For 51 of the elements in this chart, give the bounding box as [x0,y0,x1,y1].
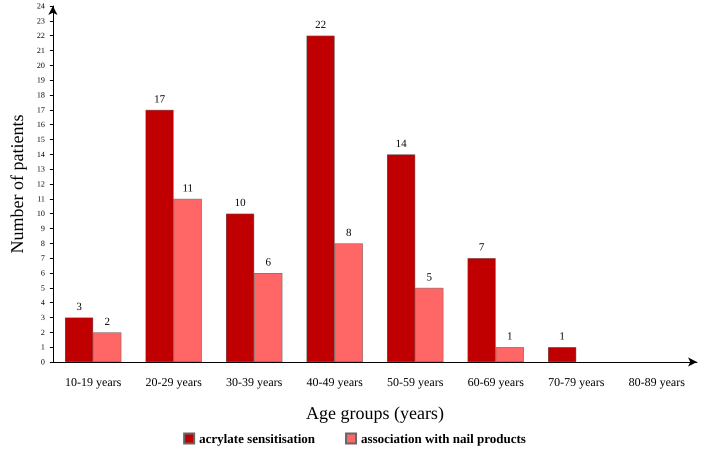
y-tick-label: 5 [40,283,45,292]
x-tick-label: 50-59 years [387,375,444,389]
y-axis-title: Number of patients [7,114,27,254]
y-tick-label: 6 [40,268,45,278]
data-label: 14 [396,138,408,150]
y-tick-label: 1 [40,342,45,352]
y-tick-label: 23 [36,16,45,26]
bar [548,347,576,362]
data-label: 22 [315,19,326,32]
legend-label: association with nail products [361,431,526,446]
data-label: 8 [346,226,352,239]
y-tick-label: 0 [40,358,45,366]
data-label: 3 [76,301,82,313]
data-label: 7 [478,242,485,254]
x-tick-label: 10-19 years [64,375,122,389]
y-tick-label: 4 [40,298,45,308]
data-label: 5 [426,271,433,284]
y-tick-label: 22 [36,31,45,40]
y-tick-label: 3 [40,313,45,322]
y-tick-label: 14 [36,150,45,159]
y-tick-label: 17 [36,105,45,114]
y-tick-label: 24 [36,2,45,10]
y-tick-label: 18 [36,90,45,100]
y-tick-label: 13 [36,164,45,174]
y-tick-label: 9 [40,224,45,233]
x-axis-title: Age groups (years) [306,403,444,423]
data-label: 1 [559,330,565,343]
x-tick-label: 40-49 years [306,375,364,389]
x-tick-label: 30-39 years [226,375,283,389]
data-label: 11 [182,182,194,194]
y-tick-label: 10 [36,209,45,218]
x-tick-label: 60-69 years [468,375,524,389]
y-tick-label: 12 [36,180,45,188]
y-tick-label: 11 [37,194,45,204]
y-tick-label: 2 [40,328,45,337]
x-tick-label: 80-89 years [628,375,686,389]
y-tick-label: 19 [36,76,45,85]
data-label: 1 [507,330,513,343]
data-label: 2 [104,316,110,328]
legend-label: acrylate sensitisation [199,431,316,446]
data-label: 6 [266,256,272,268]
y-tick-label: 8 [40,238,45,248]
x-tick-label: 20-29 years [146,375,202,389]
data-label: 17 [154,93,166,106]
y-tick-label: 20 [36,60,45,70]
y-tick-label: 21 [36,46,45,55]
y-tick-label: 15 [36,135,45,144]
y-tick-label: 7 [40,254,45,263]
data-label: 10 [234,197,246,210]
x-tick-label: 70-79 years [548,375,605,389]
y-tick-label: 16 [36,120,45,130]
